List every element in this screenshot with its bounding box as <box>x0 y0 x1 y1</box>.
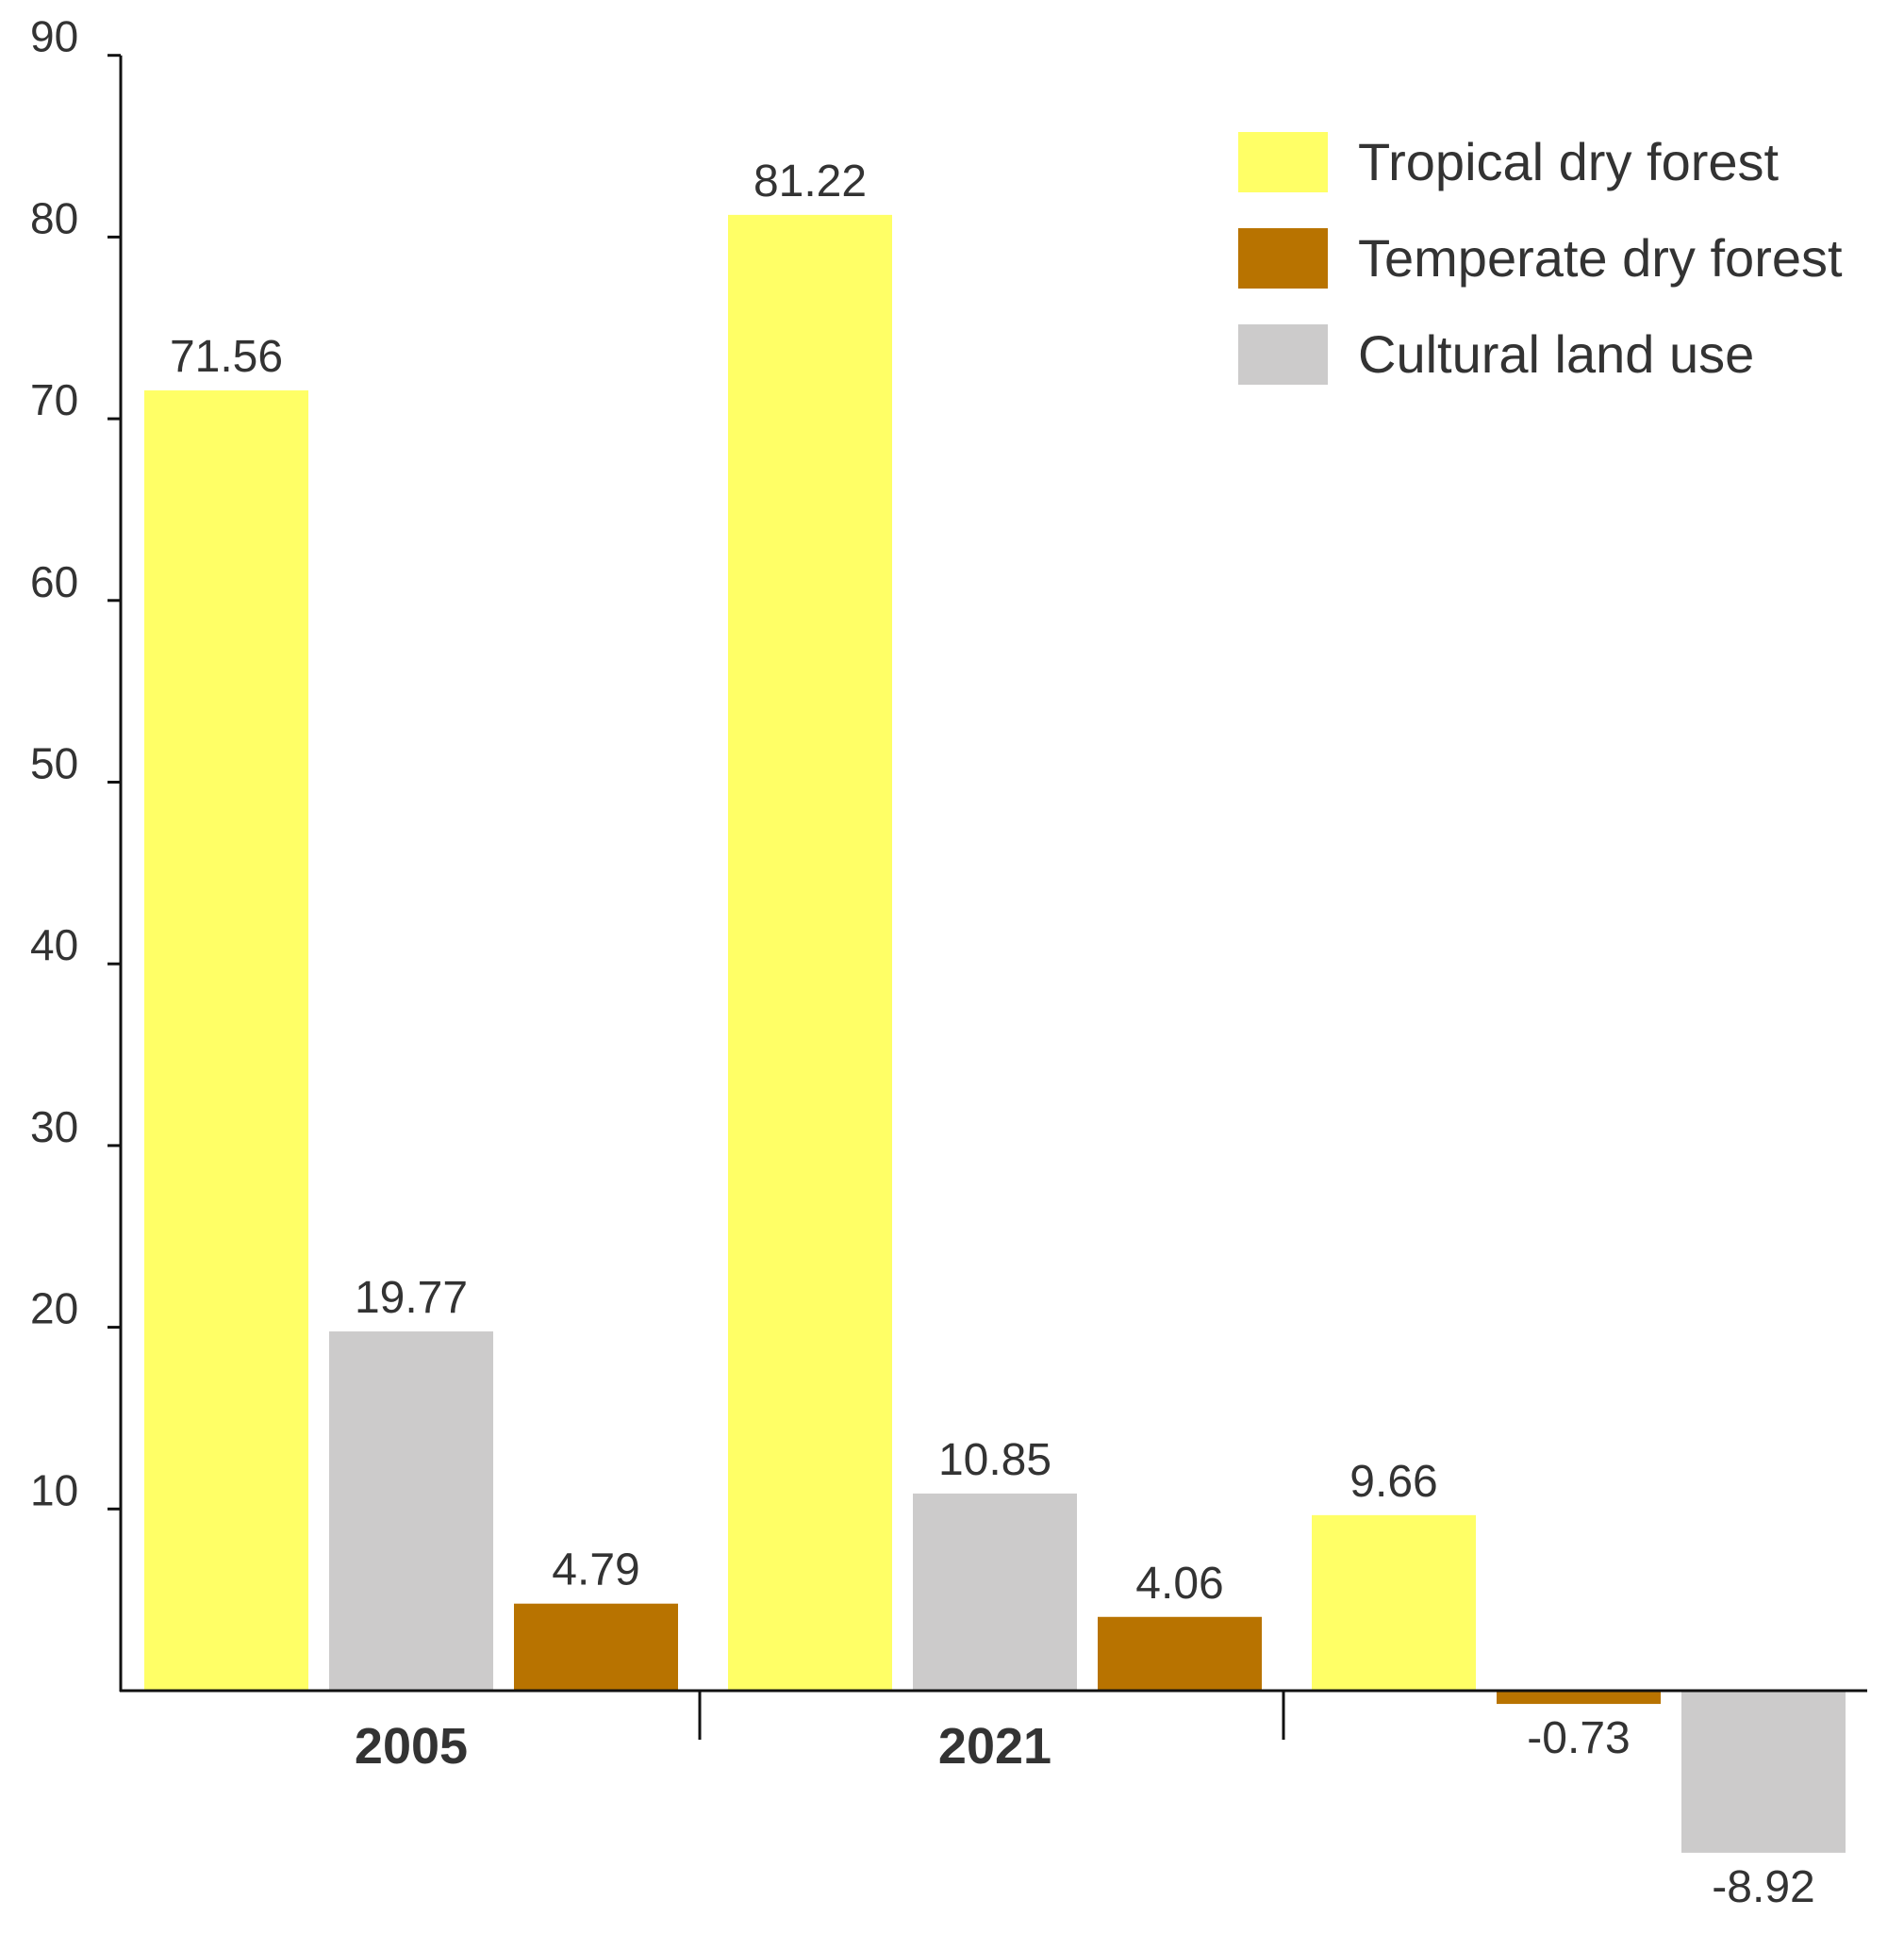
x-category-label: 2021 <box>938 1718 1051 1775</box>
y-tick-label: 70 <box>30 375 78 424</box>
legend-swatch-tropical-dry-forest <box>1238 132 1328 192</box>
legend-label-temperate-dry-forest: Temperate dry forest <box>1358 228 1843 288</box>
y-tick-label: 20 <box>30 1284 78 1333</box>
data-label: 9.66 <box>1349 1457 1437 1507</box>
bar-cultural-land-use-2005 <box>329 1331 493 1691</box>
y-tick-label: 30 <box>30 1102 78 1151</box>
bar-cultural-land-use-change <box>1681 1691 1846 1853</box>
y-axis: 10 20 30 40 50 60 70 80 90 <box>30 12 123 1692</box>
bar-tropical-dry-forest-2021 <box>728 214 892 1691</box>
data-label: -0.73 <box>1527 1713 1630 1763</box>
bar-temperate-dry-forest-change <box>1497 1691 1661 1705</box>
data-label: 4.79 <box>552 1545 639 1595</box>
data-label: 4.06 <box>1135 1559 1223 1609</box>
legend-label-tropical-dry-forest: Tropical dry forest <box>1358 132 1780 191</box>
y-tick-label: 60 <box>30 557 78 606</box>
data-label: 81.22 <box>753 157 867 207</box>
data-label: 71.56 <box>170 332 283 382</box>
bars-layer: 71.56 19.77 4.79 81.22 10.85 4.06 9.66 -0.73 -8.… <box>144 157 1846 1912</box>
bar-tropical-dry-forest-change <box>1312 1514 1476 1691</box>
bar-tropical-dry-forest-2005 <box>144 390 308 1691</box>
legend-swatch-temperate-dry-forest <box>1238 228 1328 289</box>
legend: Tropical dry forest Temperate dry forest C… <box>1238 132 1843 385</box>
y-tick-label: 90 <box>30 12 78 61</box>
bar-cultural-land-use-2021 <box>913 1493 1077 1691</box>
legend-swatch-cultural-land-use <box>1238 324 1328 385</box>
bar-temperate-dry-forest-2021 <box>1098 1616 1262 1691</box>
data-label: -8.92 <box>1712 1862 1814 1912</box>
x-axis: 2005 2021 <box>120 1689 1867 1775</box>
data-label: 10.85 <box>938 1435 1051 1485</box>
legend-label-cultural-land-use: Cultural land use <box>1358 324 1754 384</box>
y-tick-label: 50 <box>30 739 78 788</box>
x-category-label: 2005 <box>355 1718 468 1775</box>
data-label: 19.77 <box>355 1273 468 1323</box>
y-tick-label: 40 <box>30 920 78 969</box>
y-tick-label: 10 <box>30 1465 78 1514</box>
y-tick-label: 80 <box>30 193 78 242</box>
bar-temperate-dry-forest-2005 <box>514 1603 678 1691</box>
